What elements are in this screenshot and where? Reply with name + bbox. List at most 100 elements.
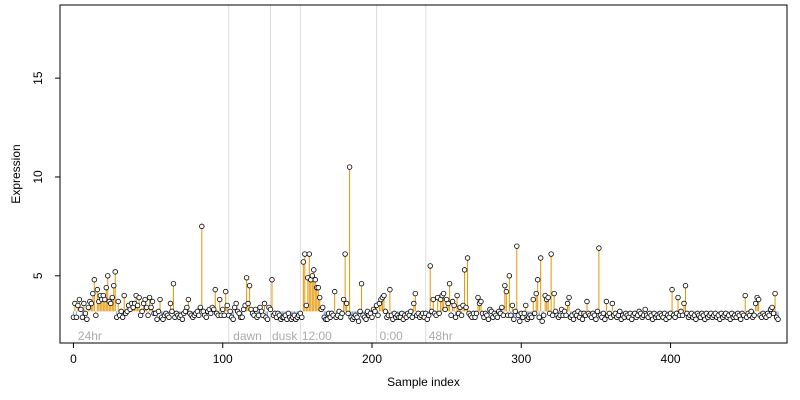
data-point-335: [570, 316, 577, 322]
data-point-227: [409, 314, 416, 321]
data-point-264: [464, 255, 471, 261]
data-point-165: [317, 294, 323, 301]
data-point-32: [118, 308, 124, 315]
data-point-57: [155, 308, 162, 315]
data-point-77: [185, 296, 192, 303]
data-point-309: [532, 310, 538, 317]
data-point-76: [184, 304, 190, 311]
data-point-160: [309, 273, 315, 279]
data-point-95: [212, 286, 218, 293]
data-point-238: [426, 312, 432, 319]
data-point-184: [345, 310, 351, 317]
data-point-383: [642, 306, 648, 313]
data-point-208: [381, 292, 387, 299]
data-point-5: [78, 306, 84, 313]
data-point-73: [179, 316, 186, 322]
data-point-196: [363, 316, 369, 322]
annotation-0: 24hr: [78, 329, 102, 343]
data-point-296: [512, 308, 519, 315]
data-point-66: [169, 308, 175, 315]
data-point-44: [136, 294, 142, 301]
data-point-409: [681, 300, 687, 307]
data-point-158: [306, 251, 312, 257]
data-point-167: [320, 304, 326, 311]
data-point-241: [430, 296, 436, 303]
data-point-263: [463, 304, 469, 311]
data-point-101: [221, 312, 227, 319]
data-point-202: [372, 308, 378, 315]
data-point-23: [105, 273, 111, 279]
data-point-294: [509, 302, 516, 309]
data-point-466: [766, 312, 772, 319]
data-point-92: [208, 310, 214, 317]
data-point-122: [252, 306, 259, 313]
data-point-107: [230, 316, 236, 322]
data-point-470: [772, 290, 778, 297]
data-point-89: [203, 314, 209, 321]
data-point-153: [299, 314, 305, 321]
data-point-15: [93, 312, 99, 319]
data-point-128: [261, 300, 268, 307]
data-point-320: [548, 251, 554, 257]
data-point-155: [302, 251, 308, 257]
data-point-341: [579, 316, 586, 322]
data-point-260: [458, 312, 465, 319]
data-point-180: [339, 310, 345, 317]
data-point-469: [770, 310, 777, 317]
data-point-200: [369, 314, 375, 321]
data-point-48: [142, 296, 148, 303]
data-point-322: [551, 290, 557, 297]
data-point-133: [269, 277, 275, 283]
data-point-27: [111, 282, 117, 289]
time-annotations: 24hr dawn dusk 12:00 0:00 48hr: [78, 329, 453, 343]
data-point-350: [593, 316, 599, 322]
data-point-22: [103, 284, 109, 291]
data-point-352: [596, 245, 602, 251]
data-points: [70, 164, 781, 324]
data-point-311: [535, 277, 541, 283]
data-point-295: [511, 316, 517, 322]
data-point-454: [748, 308, 754, 315]
data-point-49: [143, 304, 150, 311]
y-tick-label-0: 5: [31, 272, 45, 279]
data-point-357: [603, 298, 610, 305]
data-point-12: [88, 300, 95, 307]
data-point-308: [530, 296, 536, 303]
data-point-130: [264, 316, 271, 322]
data-point-2: [73, 314, 80, 321]
data-point-105: [227, 308, 233, 315]
data-point-299: [517, 318, 523, 324]
data-point-46: [139, 308, 145, 315]
x-tick-label-0: 0: [70, 352, 77, 366]
data-point-313: [537, 255, 544, 261]
data-point-457: [752, 300, 759, 307]
data-point-459: [755, 296, 762, 303]
data-point-315: [540, 312, 547, 319]
data-point-56: [154, 316, 160, 322]
data-point-228: [411, 300, 417, 307]
annotation-2: dusk: [272, 329, 298, 343]
data-point-64: [166, 314, 172, 321]
data-point-94: [211, 306, 217, 313]
data-point-117: [245, 300, 251, 307]
data-point-302: [521, 310, 527, 317]
data-point-3: [75, 302, 81, 309]
data-point-472: [775, 316, 781, 322]
data-point-284: [494, 314, 501, 321]
data-point-6: [79, 314, 86, 321]
data-point-9: [84, 316, 90, 322]
plot-frame: [59, 4, 788, 344]
data-point-417: [693, 316, 699, 322]
data-point-33: [119, 314, 126, 321]
data-point-21: [102, 296, 108, 303]
data-point-366: [617, 308, 623, 315]
x-tick-label-4: 400: [661, 352, 681, 366]
data-point-288: [500, 312, 507, 319]
data-point-183: [343, 300, 350, 307]
data-point-16: [94, 286, 101, 293]
data-point-331: [564, 300, 571, 307]
data-point-185: [346, 164, 353, 170]
data-point-307: [529, 314, 535, 321]
x-axis-label: Sample index: [387, 375, 460, 389]
